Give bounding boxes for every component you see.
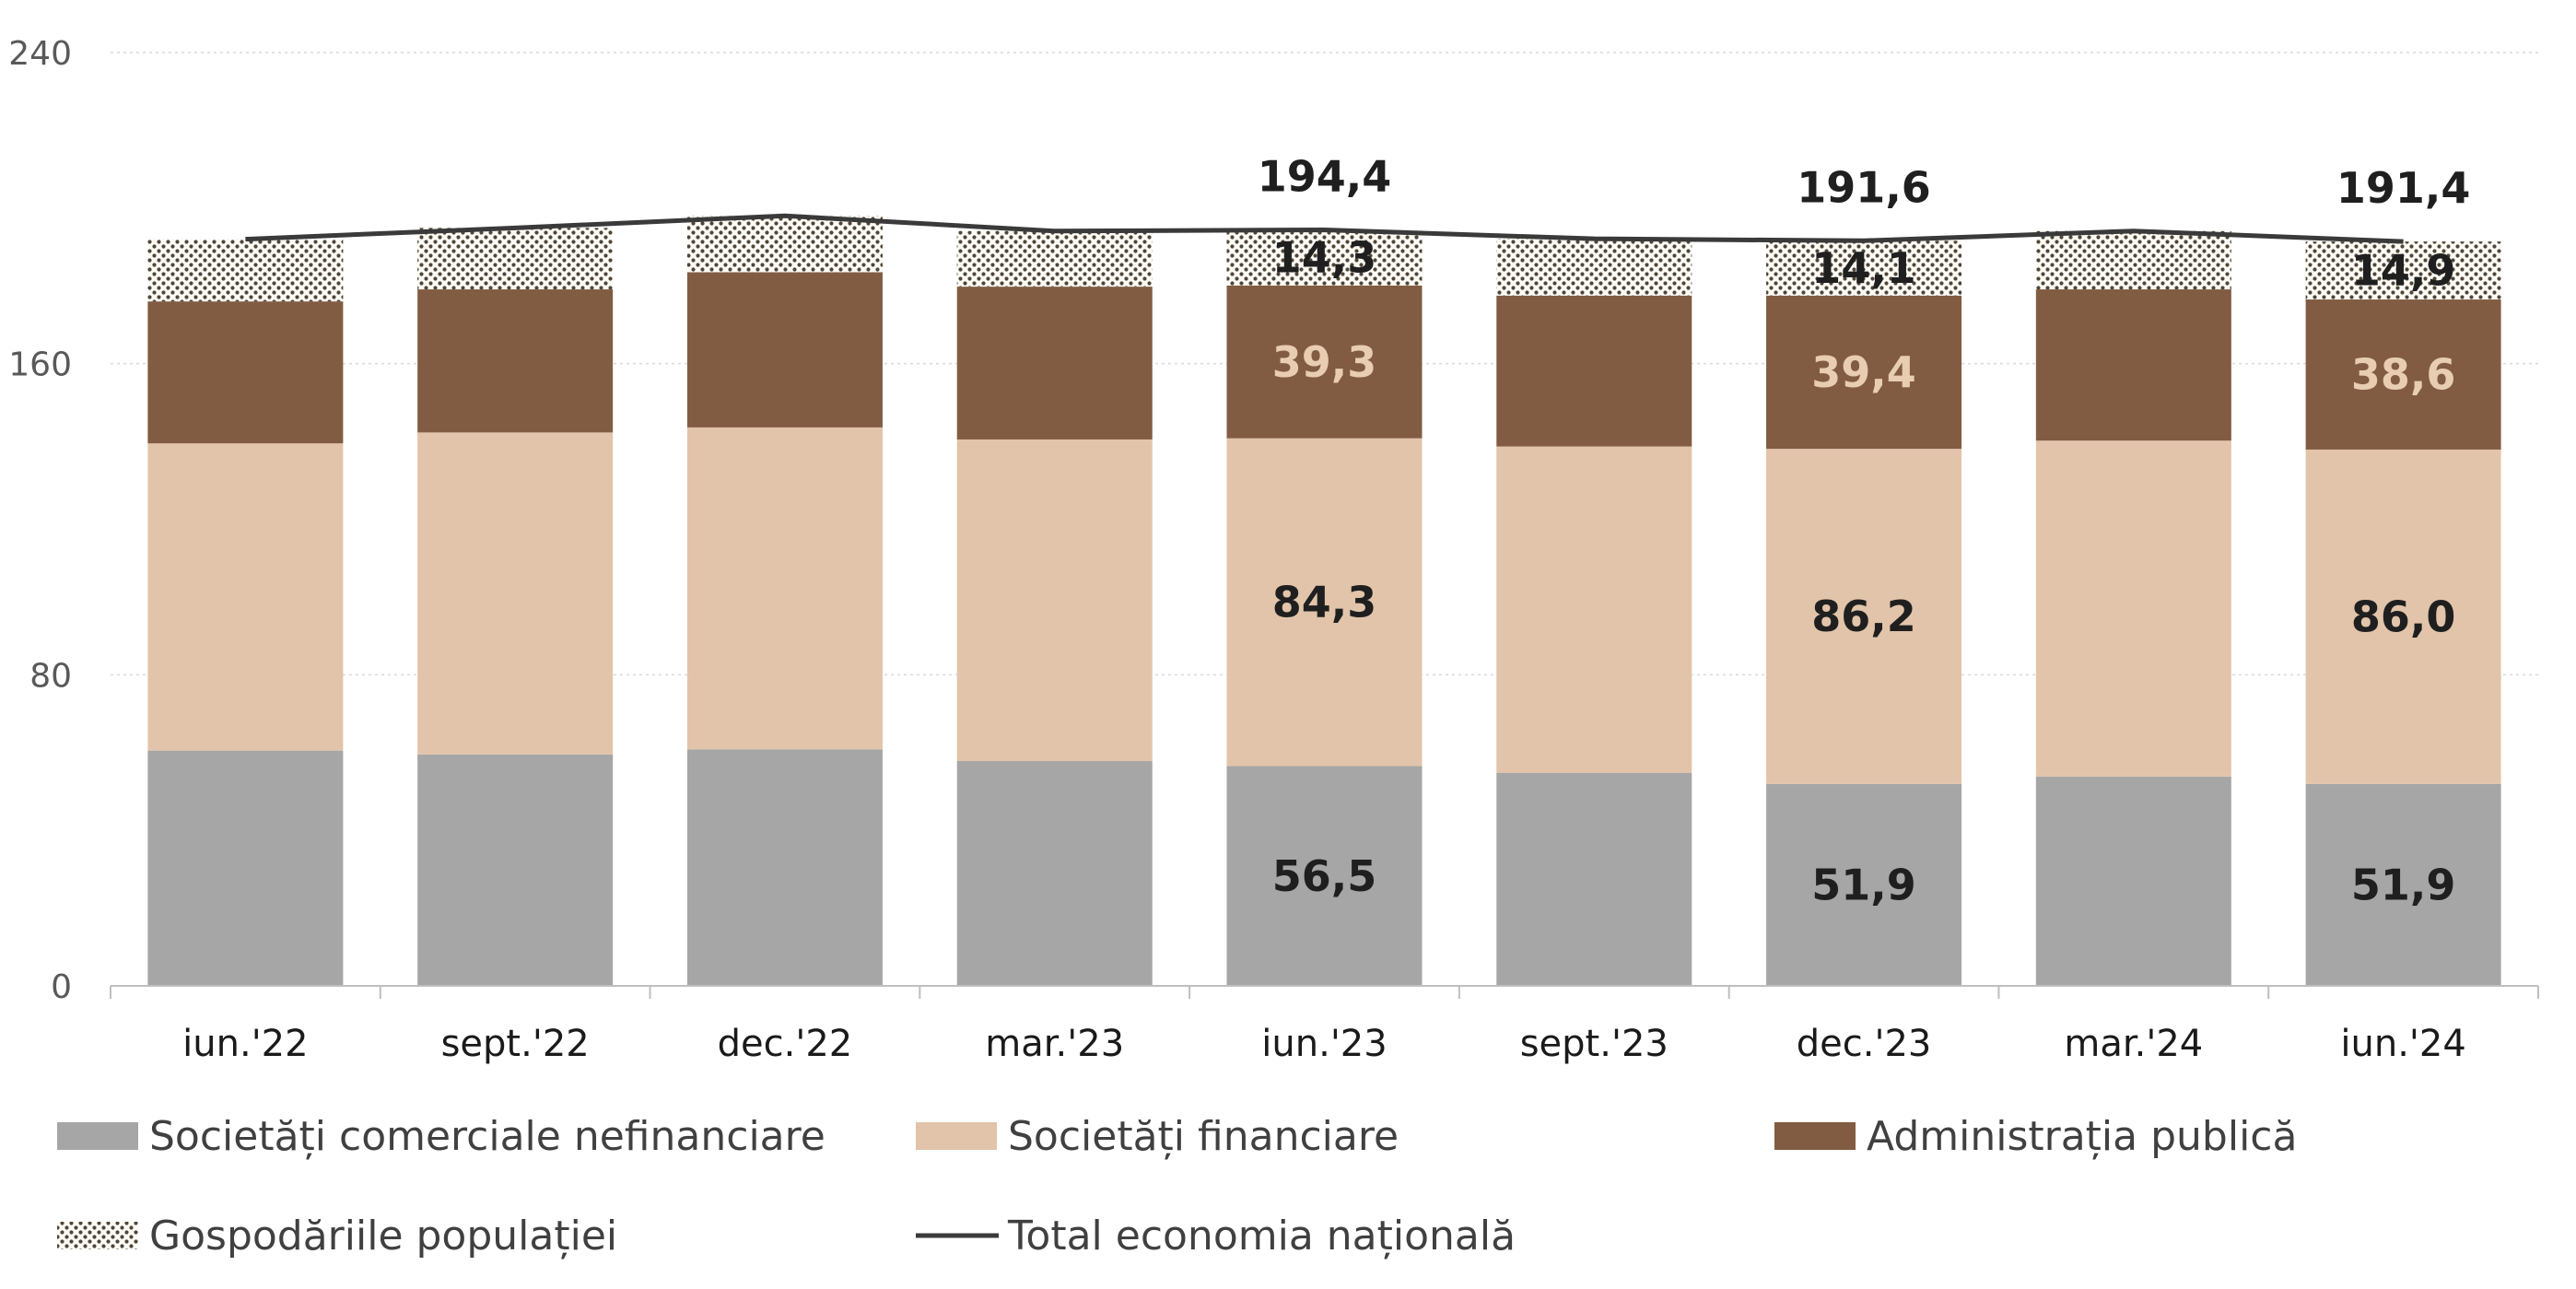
bar-segment-nonfin — [147, 750, 344, 986]
bar-segment-nonfin — [1766, 783, 1962, 986]
bars — [147, 216, 2501, 986]
bar-segment-nonfin — [2305, 783, 2501, 986]
bar-segment-fin — [417, 432, 614, 755]
bar-segment-admin — [147, 301, 344, 444]
bar-segment-admin — [956, 287, 1153, 439]
bar-segment-nonfin — [417, 754, 614, 986]
bar-segment-admin — [1226, 285, 1423, 439]
bar-segment-admin — [1496, 295, 1692, 447]
data-label-households: 14,3 — [1272, 233, 1377, 283]
bar-segment-households — [1496, 239, 1692, 296]
bar-segment-nonfin — [956, 761, 1153, 986]
bar-segment-admin — [417, 289, 614, 433]
bar-segment-nonfin — [1226, 766, 1423, 986]
bar-segment-households — [2035, 230, 2231, 290]
y-tick-label: 240 — [8, 35, 72, 73]
total-label: 194,4 — [1258, 151, 1392, 201]
x-tick-label: sept.'22 — [441, 1023, 590, 1065]
bar-segment-admin — [2035, 289, 2231, 441]
data-label-households: 14,1 — [1811, 243, 1916, 293]
legend-label-households: Gospodăriile populației — [149, 1213, 617, 1260]
bar-segment-households — [147, 239, 344, 302]
bar-segment-fin — [956, 439, 1153, 762]
bar-segment-households — [1226, 229, 1423, 286]
legend: Societăți comerciale nefinanciare Societă… — [57, 1113, 2297, 1260]
bar-segment-fin — [1766, 449, 1962, 784]
bar-segment-nonfin — [2035, 776, 2231, 986]
bar-segment-households — [417, 228, 614, 290]
legend-swatch-fin — [916, 1122, 997, 1150]
bar-segment-admin — [1766, 295, 1962, 450]
x-tick-label: sept.'23 — [1520, 1023, 1669, 1065]
bar-segment-households — [1766, 240, 1962, 296]
bar-segment-households — [2305, 241, 2501, 300]
legend-label-fin: Societăți financiare — [1008, 1113, 1399, 1160]
data-labels: 56,5 84,3 39,3 14,3 51,9 86,2 39,4 14,1 51,9 86,0… — [1272, 233, 2456, 910]
data-label-admin: 39,3 — [1272, 337, 1377, 387]
bar-segment-fin — [1496, 446, 1692, 773]
x-tick-label: dec.'23 — [1797, 1023, 1932, 1065]
x-tick-label: dec.'22 — [718, 1023, 853, 1065]
legend-swatch-admin — [1774, 1122, 1856, 1150]
y-tick-label: 80 — [29, 657, 72, 695]
y-tick-label: 0 — [51, 968, 72, 1006]
legend-label-admin: Administrația publică — [1867, 1113, 2297, 1160]
data-label-admin: 38,6 — [2351, 349, 2456, 399]
total-line — [245, 213, 2404, 244]
total-line-group: 194,4 191,6 191,4 — [245, 151, 2471, 244]
data-label-admin: 39,4 — [1811, 347, 1916, 397]
data-label-nonfin: 51,9 — [1811, 860, 1916, 909]
data-label-fin: 86,0 — [2351, 592, 2456, 641]
x-axis: iun.'22 sept.'22 dec.'22 mar.'23 iun.'23 sept… — [110, 985, 2539, 1065]
x-tick-label: mar.'23 — [985, 1023, 1124, 1065]
bar-segment-admin — [686, 272, 883, 428]
bar-segment-fin — [1226, 438, 1423, 767]
data-label-fin: 86,2 — [1811, 592, 1916, 641]
bar-segment-nonfin — [1496, 772, 1692, 986]
data-label-nonfin: 51,9 — [2351, 860, 2456, 909]
legend-label-nonfin: Societăți comerciale nefinanciare — [149, 1113, 825, 1160]
x-tick-label: iun.'23 — [1261, 1023, 1387, 1065]
bar-segment-fin — [2035, 440, 2231, 777]
bar-segment-fin — [686, 427, 883, 750]
bar-segment-nonfin — [686, 749, 883, 986]
x-tick-label: iun.'22 — [182, 1023, 308, 1065]
x-tick-label: iun.'24 — [2340, 1023, 2465, 1065]
bar-segment-households — [956, 230, 1153, 287]
total-label: 191,6 — [1797, 162, 1931, 212]
data-label-households: 14,9 — [2351, 246, 2456, 296]
bar-segment-households — [686, 216, 883, 273]
data-label-fin: 84,3 — [1272, 578, 1377, 627]
x-tick-label: mar.'24 — [2064, 1023, 2203, 1065]
data-label-nonfin: 56,5 — [1272, 851, 1377, 901]
legend-swatch-nonfin — [57, 1122, 138, 1150]
y-axis: 0 80 160 240 — [8, 35, 72, 1006]
total-label: 191,4 — [2336, 163, 2471, 213]
bar-segment-fin — [2305, 449, 2501, 784]
bar-segment-admin — [2305, 299, 2501, 450]
bar-segment-fin — [147, 443, 344, 751]
y-tick-label: 160 — [8, 346, 72, 384]
legend-swatch-households — [57, 1222, 138, 1249]
legend-label-total: Total economia națională — [1007, 1213, 1516, 1260]
